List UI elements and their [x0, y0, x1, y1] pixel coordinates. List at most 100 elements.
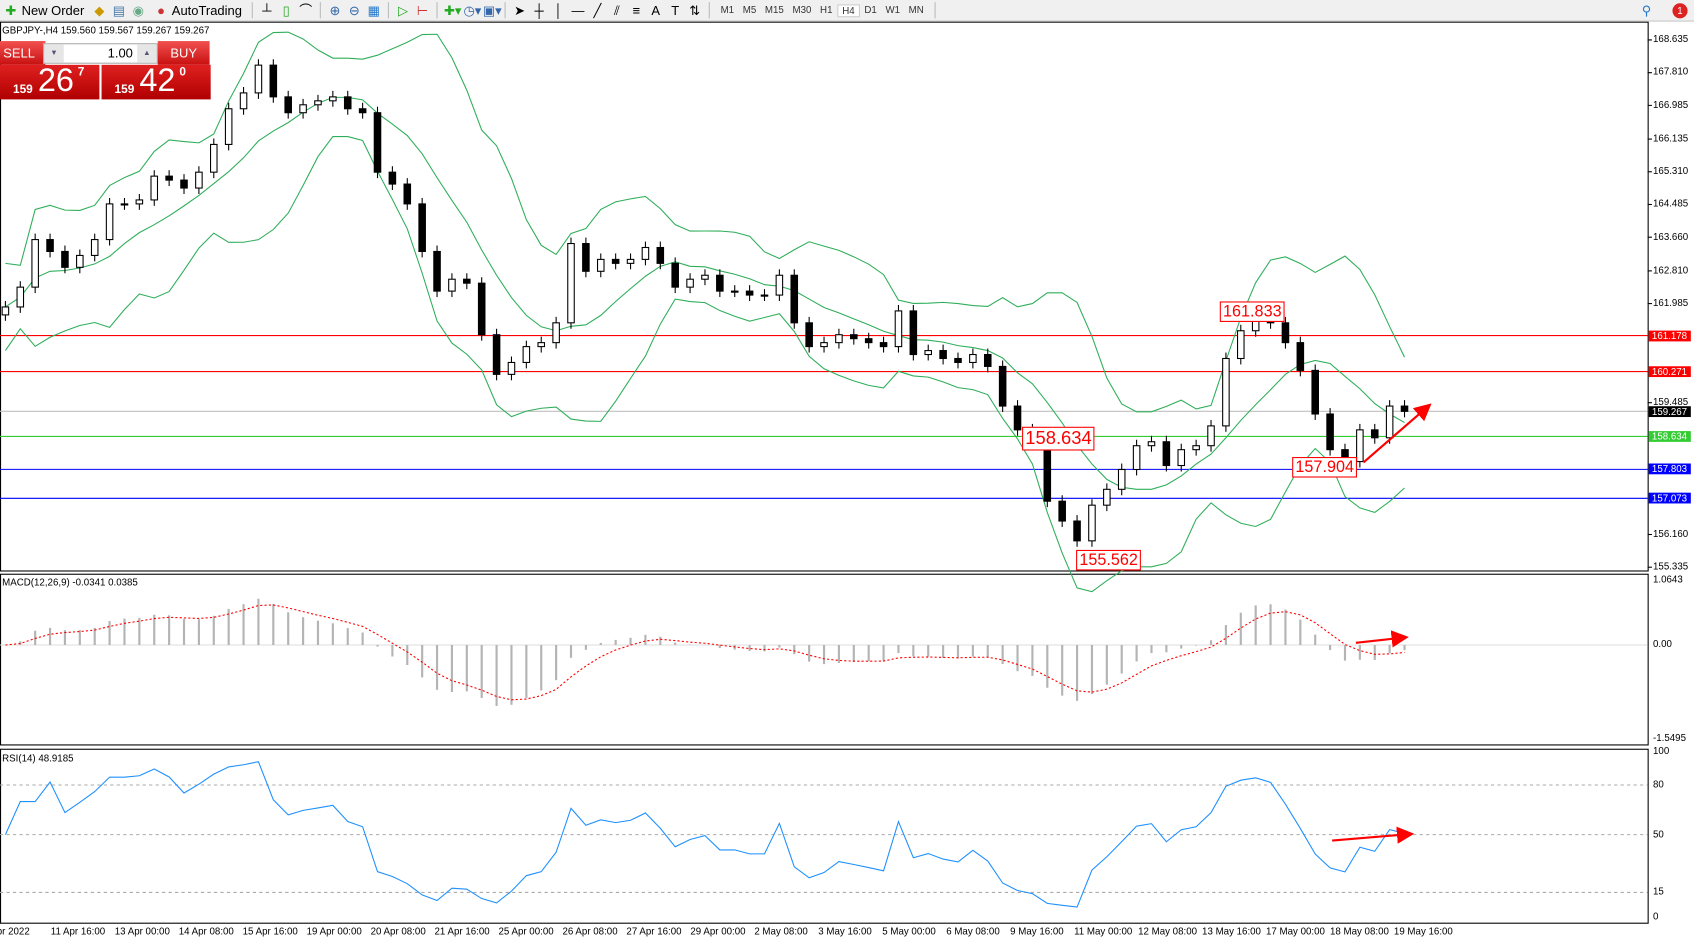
cursor-icon[interactable]: ➤: [514, 2, 526, 18]
divider: [251, 2, 253, 19]
zoom-out-icon[interactable]: ⊖: [348, 2, 360, 18]
chart-shift-icon[interactable]: ⊢: [416, 2, 429, 18]
candle-bearish: [611, 258, 620, 264]
new-order-button[interactable]: ✚ New Order: [0, 3, 88, 18]
candle-bearish: [284, 96, 292, 114]
candle-bullish: [730, 290, 739, 293]
candle-bullish: [76, 254, 84, 268]
auto-scroll-icon[interactable]: ▷: [397, 2, 408, 18]
vertical-line-icon[interactable]: │: [554, 2, 563, 18]
candle-bearish: [879, 342, 888, 348]
timeframe-bar: M1 M5 M15 M30 H1 H4 D1 W1 MN: [716, 3, 928, 17]
candle-bearish: [1370, 429, 1379, 439]
equidistant-channel-icon[interactable]: ⫽: [613, 2, 620, 18]
lot-decrease-button[interactable]: ▼: [44, 44, 64, 63]
candle-bearish: [61, 250, 69, 268]
main-chart-frame: [0, 21, 1649, 572]
autotrading-button[interactable]: ● AutoTrading: [150, 3, 245, 18]
line-chart-icon[interactable]: ⌒: [299, 2, 313, 18]
candle-bearish: [388, 171, 397, 185]
sell-price[interactable]: 159 26 7: [0, 62, 100, 100]
periods-icon[interactable]: ◷▾: [463, 2, 482, 18]
candle-bearish: [1281, 322, 1290, 344]
candlestick-icon[interactable]: ▯: [282, 2, 290, 18]
time-axis-label: 21 Apr 16:00: [434, 925, 490, 937]
rsi-line: [4, 761, 1405, 908]
candle-bullish: [537, 342, 546, 348]
candle-bearish: [998, 365, 1007, 407]
candle-bearish: [403, 183, 412, 205]
signals-icon[interactable]: ◉: [132, 2, 144, 18]
candle-bullish: [135, 199, 144, 205]
candle-bearish: [46, 239, 54, 253]
time-axis-label: 20 Apr 08:00: [370, 925, 426, 937]
toolbar: ✚ New Order ◆ ▤ ◉ ● AutoTrading ┴ ▯ ⌒ ⊕ ⊖ …: [0, 0, 1694, 22]
text-icon[interactable]: A: [651, 2, 661, 18]
candle-bullish: [1207, 425, 1215, 447]
candle-bullish: [969, 353, 977, 364]
candle-bearish: [433, 250, 441, 292]
crosshair-icon[interactable]: ┼: [534, 2, 544, 18]
indicators-icon[interactable]: ✚▾: [443, 2, 462, 18]
candle-bullish: [835, 334, 843, 344]
candle-bearish: [373, 112, 382, 173]
timeframe-m15[interactable]: M15: [764, 3, 784, 15]
market-watch-icon[interactable]: ◆: [94, 2, 105, 18]
candle-bearish: [343, 96, 352, 110]
candle-bearish: [864, 338, 873, 344]
candle-bullish: [1385, 405, 1394, 439]
timeframe-h1[interactable]: H1: [820, 3, 833, 15]
navigator-icon[interactable]: ▤: [112, 2, 125, 18]
candle-bearish: [850, 334, 858, 340]
candle-bearish: [1296, 342, 1305, 371]
timeframe-mn[interactable]: MN: [908, 3, 924, 15]
bar-chart-icon[interactable]: ┴: [262, 2, 272, 18]
timeframe-m5[interactable]: M5: [742, 3, 757, 15]
candle-bullish: [195, 171, 203, 189]
lot-value: 1.00: [107, 45, 133, 61]
candle-bearish: [1162, 441, 1171, 467]
timeframe-d1[interactable]: D1: [864, 3, 877, 15]
timeframe-m30[interactable]: M30: [792, 3, 812, 15]
horizontal-line-icon[interactable]: —: [571, 2, 585, 18]
macd-label: MACD(12,26,9) -0.0341 0.0385: [2, 576, 138, 588]
text-label-icon[interactable]: T: [671, 2, 680, 18]
trendline-icon[interactable]: ╱: [593, 2, 602, 18]
buy-button[interactable]: BUY: [157, 41, 210, 65]
candle-bullish: [686, 278, 694, 288]
search-icon[interactable]: ⚲: [1641, 2, 1652, 18]
candle-bullish: [1103, 488, 1111, 506]
time-axis-label: 17 May 00:00: [1266, 925, 1325, 937]
lot-size-input[interactable]: ▼ 1.00 ▲: [43, 43, 158, 64]
timeframe-m1[interactable]: M1: [720, 3, 735, 15]
candle-bullish: [1356, 429, 1364, 463]
tile-windows-icon[interactable]: ▦: [367, 2, 380, 18]
candle-bullish: [1222, 357, 1230, 427]
candle-bullish: [924, 350, 933, 356]
zoom-in-icon[interactable]: ⊕: [329, 2, 341, 18]
macd-tick-label: 0.00: [1653, 638, 1672, 650]
lot-increase-button[interactable]: ▲: [137, 44, 157, 63]
fibonacci-icon[interactable]: ≡: [632, 2, 641, 18]
time-axis-label: Apr 2022: [0, 925, 30, 937]
price-tick-label: 166.985: [1653, 98, 1689, 110]
candle-bullish: [1237, 330, 1245, 360]
buy-price[interactable]: 159 42 0: [101, 63, 211, 100]
candle-bearish: [492, 334, 501, 375]
candle-bullish: [1177, 449, 1186, 467]
sell-price-pips: 26: [37, 62, 74, 99]
candle-bearish: [909, 310, 918, 356]
timeframe-h4[interactable]: H4: [836, 3, 861, 17]
sell-button[interactable]: SELL: [0, 41, 46, 65]
templates-icon[interactable]: ▣▾: [482, 2, 502, 18]
candle-bearish: [1073, 520, 1081, 542]
candle-bearish: [582, 242, 590, 272]
arrows-icon[interactable]: ⇅: [689, 2, 701, 18]
notification-badge[interactable]: 1: [1672, 2, 1688, 18]
timeframe-w1[interactable]: W1: [885, 3, 901, 15]
candle-bearish: [1400, 405, 1409, 412]
rsi-tick-label: 50: [1653, 828, 1664, 839]
chart-area[interactable]: [0, 21, 1694, 939]
candle-bullish: [507, 361, 516, 375]
candle-bearish: [180, 179, 188, 189]
